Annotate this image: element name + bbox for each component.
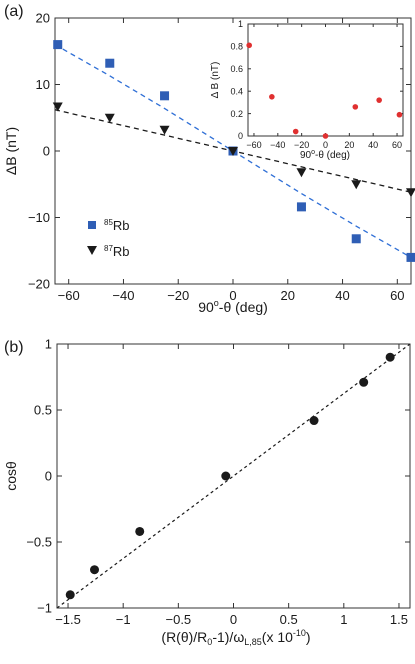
point-85rb [105,58,115,68]
inset-point [292,128,299,135]
chart-a-ytick-label: 10 [36,77,50,92]
inset-point [322,133,329,139]
chart-a-xtick-label: −40 [112,288,134,303]
point-85rb [53,40,63,50]
chart-a-ytick-label: 0 [43,144,50,159]
inset-ticks: −60 −40 −20 0 20 40 60 0 0.2 0.4 0.6 0.8 1 [230,19,403,150]
inset-xtick-label: 40 [368,140,378,150]
chart-a-ytick-label: −20 [28,277,50,292]
inset-point [396,111,403,118]
chart-b-xtick-label: 1.5 [390,612,408,627]
inset-ytick-label: 1 [238,19,243,29]
point-87rb [351,180,362,190]
inset-point [376,97,382,103]
point-b [359,377,369,387]
point-87rb [52,102,63,112]
point-b [65,590,75,600]
chart-b: −1.5 −1 −0.5 0 0.5 1 1.5−1−0.500.51 (R(θ)/R0-1… [3,337,411,647]
legend-label-85rb: 85Rb [104,218,130,233]
chart-b-xtick-label: −1.5 [55,612,81,627]
inset-xtick-label: −20 [294,140,309,150]
inset-point [246,42,252,49]
chart-b-ylabel: cosθ [3,461,19,491]
point-85rb [351,234,361,244]
point-85rb [160,91,170,101]
point-b [135,526,145,536]
inset-ytick-label: 0.6 [230,64,243,74]
chart-a-xtick-label: 60 [390,288,404,303]
chart-a-xtick-label: 20 [281,288,295,303]
chart-b-xtick-label: −1 [116,612,131,627]
point-b [90,565,100,575]
point-b [385,352,395,362]
point-87rb [406,188,415,198]
panel-a-label: (a) [4,3,24,20]
legend-marker-85rb [88,221,96,229]
chart-a-ytick-label: 20 [36,11,50,26]
chart-a-xtick-label: −20 [167,288,189,303]
chart-a-ylabel: ΔB (nT) [3,127,19,175]
chart-b-fit-line [56,343,411,609]
inset-points [246,42,403,139]
inset-xtick-label: 60 [392,140,402,150]
chart-b-xtick-label: 1 [340,612,347,627]
chart-b-xlabel: (R(θ)/R0-1)/ωL,85(x 10-10) [161,628,310,647]
chart-b-ytick-label: 0 [45,469,52,484]
chart-b-ytick-label: −1 [37,601,52,616]
inset-ytick-label: 0.8 [230,42,243,52]
inset-frame [247,23,404,137]
point-87rb [228,147,238,156]
inset-xtick-label: 20 [344,140,354,150]
point-87rb [104,113,115,123]
chart-b-ytick-label: 1 [45,337,52,352]
inset-ytick-label: 0.2 [230,109,243,119]
point-87rb [296,168,307,178]
chart-a-xtick-label: −60 [58,288,80,303]
chart-b-xtick-label: −0.5 [166,612,192,627]
inset-ytick-label: 0.4 [230,86,243,96]
chart-a-inset: −60 −40 −20 0 20 40 60 0 0.2 0.4 0.6 0.8 1 90o-θ (de… [210,19,404,161]
fit-line-b [56,343,411,609]
inset-point [352,104,359,110]
chart-b-xtick-label: 0.5 [280,612,298,627]
legend-marker-87rb [87,246,97,255]
inset-xtick-label: 0 [323,140,328,150]
inset-point [269,94,275,100]
point-85rb [296,202,306,212]
point-b [221,471,231,481]
panel-b-label: (b) [4,339,24,356]
chart-a-ytick-label: −10 [28,210,50,225]
chart-b-ytick-label: 0.5 [34,403,52,418]
point-85rb [406,252,415,262]
chart-a-legend: 85Rb 87Rb [87,218,130,259]
chart-a-points [52,40,415,262]
point-b [309,416,319,426]
inset-xtick-label: −40 [270,140,285,150]
chart-a-xtick-label: 40 [335,288,349,303]
inset-xlabel: 90o-θ (deg) [300,149,350,161]
chart-b-points [65,352,395,600]
point-87rb [159,125,170,135]
inset-ylabel: Δ B (nT) [210,62,221,99]
inset-xtick-label: −60 [246,140,261,150]
chart-b-xtick-label: 0 [230,612,237,627]
chart-b-ytick-label: −0.5 [26,535,52,550]
legend-label-87rb: 87Rb [104,244,130,259]
chart-b-ticks: −1.5 −1 −0.5 0 0.5 1 1.5−1−0.500.51 [26,337,410,627]
chart-a-xlabel: 90o-θ (deg) [198,298,268,315]
inset-ytick-label: 0 [238,131,243,141]
chart-a-xtick-label: 0 [229,288,236,303]
